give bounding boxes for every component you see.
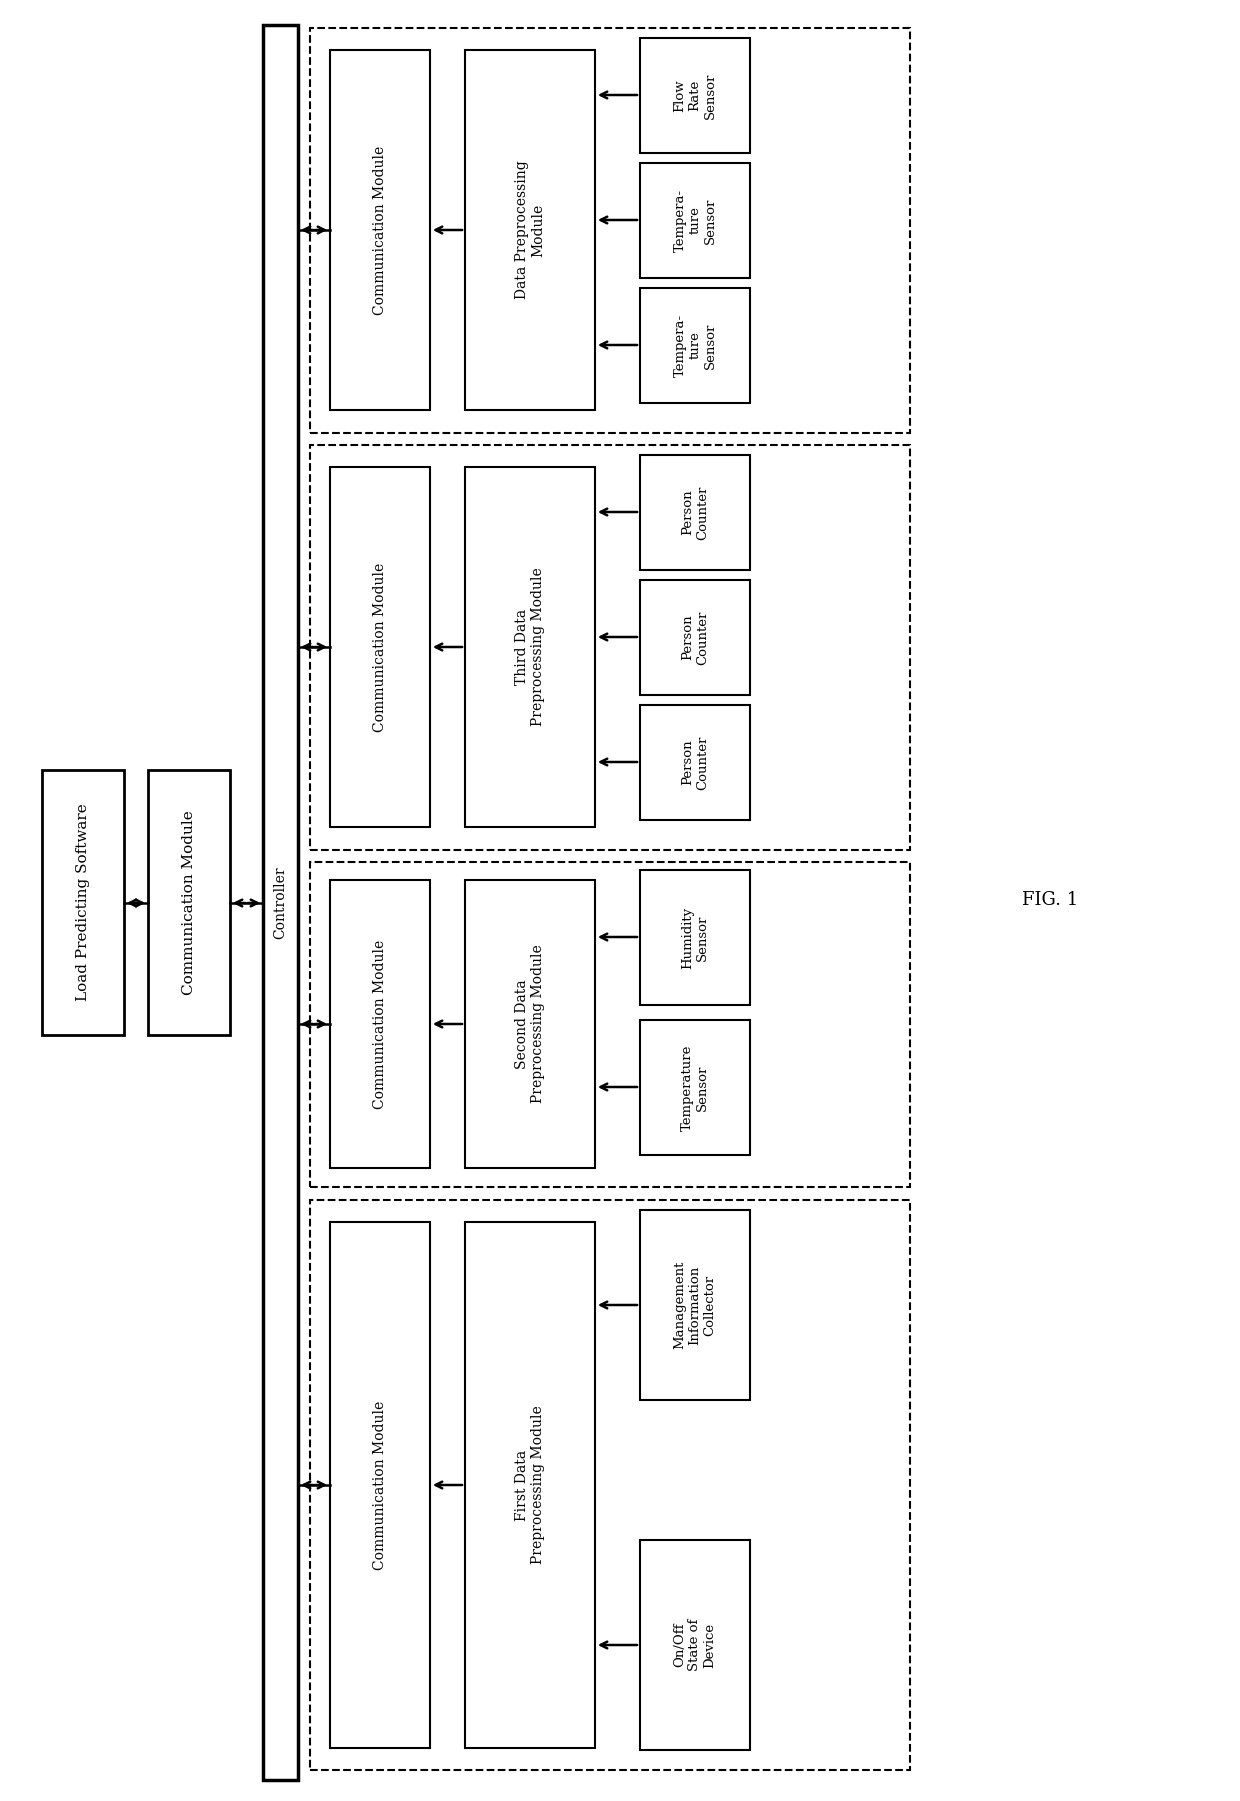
Text: Management
Information
Collector: Management Information Collector — [673, 1261, 717, 1349]
Bar — [640, 164, 750, 277]
Text: Communication Module: Communication Module — [373, 1401, 387, 1570]
Bar — [310, 863, 910, 1187]
Bar — [263, 25, 298, 1779]
Text: Second Data
Preprocessing Module: Second Data Preprocessing Module — [515, 946, 546, 1104]
Bar — [640, 1210, 750, 1399]
Text: Humidity
Sensor: Humidity Sensor — [681, 906, 709, 969]
Bar — [640, 580, 750, 695]
Bar — [465, 466, 595, 827]
Text: Data Preprocessing
Module: Data Preprocessing Module — [515, 160, 546, 299]
Text: Person
Counter: Person Counter — [681, 484, 709, 540]
Text: Tempera-
ture
Sensor: Tempera- ture Sensor — [673, 313, 717, 376]
Bar — [310, 29, 910, 432]
Bar — [310, 445, 910, 850]
Bar — [640, 1019, 750, 1154]
Bar — [310, 1199, 910, 1770]
Bar — [148, 771, 229, 1036]
Bar — [330, 881, 430, 1169]
Text: Person
Counter: Person Counter — [681, 735, 709, 789]
Bar — [330, 1223, 430, 1749]
Bar — [42, 771, 124, 1036]
Bar — [465, 881, 595, 1169]
Bar — [465, 1223, 595, 1749]
Bar — [640, 1540, 750, 1751]
Text: On/Off
State of
Device: On/Off State of Device — [673, 1619, 717, 1671]
Text: First Data
Preprocessing Module: First Data Preprocessing Module — [515, 1405, 546, 1565]
Text: Temperature
Sensor: Temperature Sensor — [681, 1045, 709, 1131]
Text: Load Predicting Software: Load Predicting Software — [76, 803, 91, 1001]
Text: Person
Counter: Person Counter — [681, 611, 709, 665]
Bar — [640, 870, 750, 1005]
Bar — [330, 50, 430, 411]
Bar — [465, 50, 595, 411]
Text: Communication Module: Communication Module — [182, 810, 196, 994]
Text: Communication Module: Communication Module — [373, 940, 387, 1109]
Bar — [640, 288, 750, 403]
Text: Communication Module: Communication Module — [373, 562, 387, 731]
Bar — [640, 704, 750, 819]
Text: FIG. 1: FIG. 1 — [1022, 891, 1078, 910]
Text: Flow
Rate
Sensor: Flow Rate Sensor — [673, 72, 717, 119]
Text: Tempera-
ture
Sensor: Tempera- ture Sensor — [673, 189, 717, 252]
Bar — [640, 38, 750, 153]
Text: Communication Module: Communication Module — [373, 146, 387, 315]
Text: Controller: Controller — [274, 866, 288, 938]
Bar — [330, 466, 430, 827]
Text: Third Data
Preprocessing Module: Third Data Preprocessing Module — [515, 567, 546, 726]
Bar — [640, 456, 750, 569]
